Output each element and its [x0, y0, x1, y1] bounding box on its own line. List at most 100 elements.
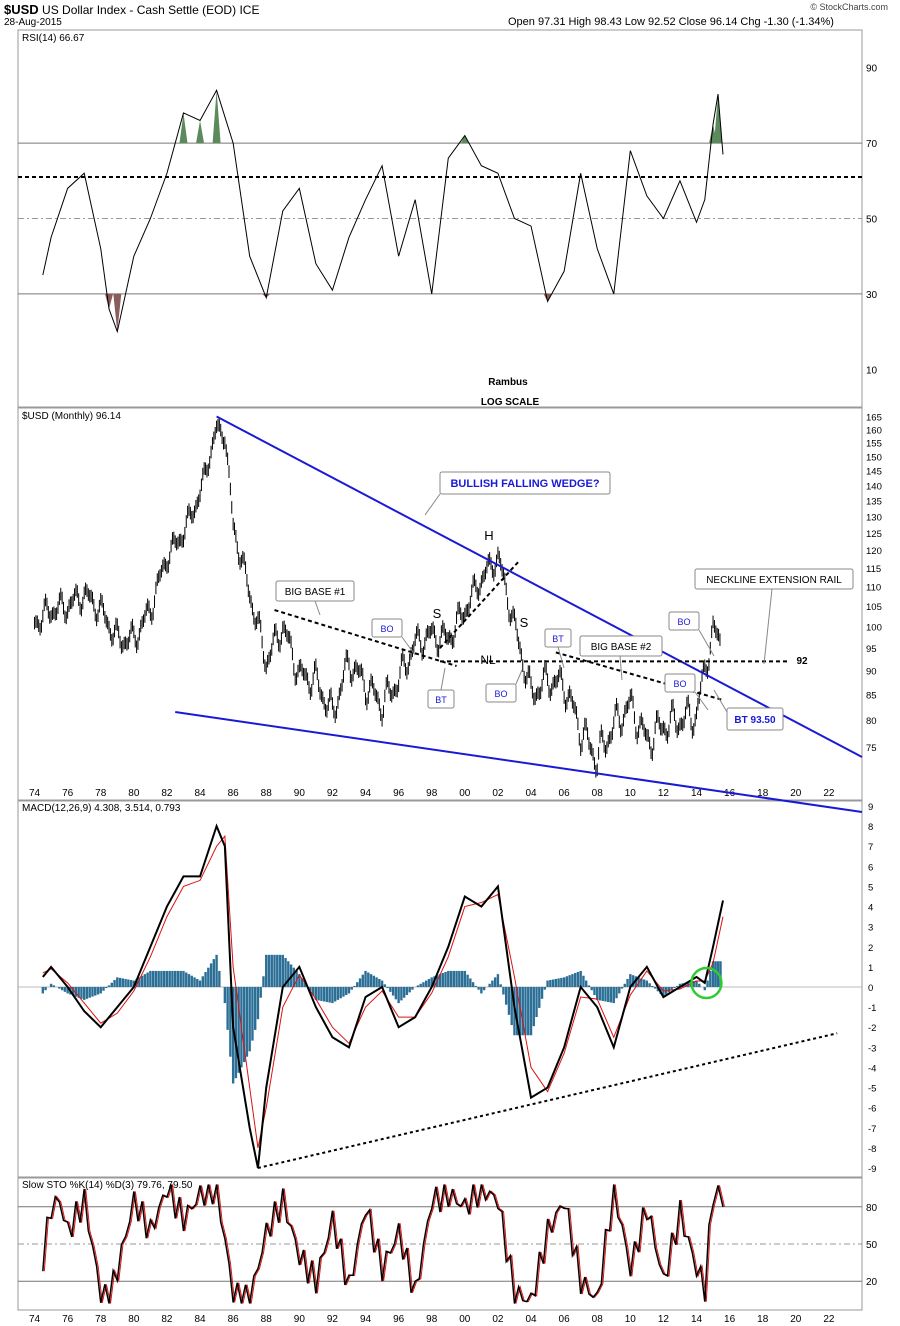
rsi-tick-label: 50	[866, 215, 878, 226]
rsi-overbought-fill	[196, 120, 205, 144]
macd-histogram-bar	[336, 987, 340, 1000]
macd-histogram-bar	[449, 970, 453, 987]
price-tick-label: 125	[866, 529, 882, 540]
macd-histogram-bar	[154, 970, 158, 987]
macd-tick-label: -9	[868, 1164, 876, 1175]
rsi-overbought-fill	[179, 112, 188, 144]
macd-histogram-bar	[554, 978, 558, 987]
macd-histogram-bar	[146, 972, 149, 987]
macd-histogram-bar	[411, 987, 414, 990]
macd-line	[42, 823, 724, 1169]
annotation-big-base-2: BIG BASE #2	[591, 642, 652, 653]
macd-histogram-bar	[88, 987, 91, 998]
callout-pointer	[440, 667, 446, 691]
macd-histogram-bar	[427, 978, 431, 987]
macd-histogram-bar	[499, 984, 502, 987]
macd-histogram-bar	[71, 987, 75, 996]
price-tick-label: 150	[866, 452, 882, 463]
macd-tick-label: -5	[868, 1084, 876, 1095]
macd-histogram-bar	[314, 987, 318, 1000]
price-x-tick-label: 74	[29, 788, 41, 799]
stochastic-tick-label: 50	[866, 1240, 878, 1251]
macd-histogram-bar	[223, 987, 227, 1004]
macd-histogram-bar	[226, 987, 229, 1030]
macd-crossover-circle	[690, 966, 723, 1000]
macd-histogram-bar	[507, 987, 511, 1015]
macd-histogram-bar	[176, 970, 180, 987]
macd-histogram-bar	[568, 975, 571, 987]
macd-histogram-bar	[80, 987, 83, 999]
bottom-x-tick-label: 06	[559, 1314, 571, 1325]
macd-histogram-bar	[609, 987, 613, 1003]
rsi-oversold-fill	[543, 293, 552, 302]
wedge-top-line	[216, 415, 863, 758]
macd-histogram-bar	[52, 985, 56, 987]
macd-tick-label: 1	[868, 963, 873, 974]
macd-histogram-bar	[573, 973, 577, 987]
wedge-bottom-line	[175, 711, 863, 813]
macd-histogram-bar	[447, 970, 450, 987]
macd-histogram-bar	[328, 987, 331, 1003]
stochastic-tick-label: 80	[866, 1203, 878, 1214]
macd-histogram-bar	[419, 983, 422, 987]
bottom-x-tick-label: 74	[29, 1314, 41, 1325]
price-x-tick-label: 90	[294, 788, 306, 799]
macd-histogram-bar	[516, 987, 519, 1036]
macd-histogram-bar	[311, 987, 315, 996]
annotation-level-92: 92	[796, 656, 808, 667]
bottom-x-tick-label: 86	[228, 1314, 240, 1325]
macd-histogram-bar	[196, 978, 199, 987]
macd-histogram-bar	[562, 977, 566, 987]
macd-histogram-bar	[618, 987, 621, 994]
callout-pointer	[401, 636, 416, 656]
rsi-tick-label: 70	[866, 139, 878, 150]
macd-histogram-bar	[96, 987, 100, 995]
bottom-x-tick-label: 84	[194, 1314, 206, 1325]
macd-tick-label: 8	[868, 822, 873, 833]
macd-tick-label: -7	[868, 1124, 876, 1135]
instrument-name: US Dollar Index - Cash Settle (EOD)	[42, 3, 237, 17]
macd-histogram-bar	[452, 970, 455, 987]
bottom-x-tick-label: 78	[95, 1314, 107, 1325]
macd-histogram-bar	[460, 970, 464, 987]
macd-histogram-bar	[369, 974, 373, 987]
macd-histogram-bar	[298, 974, 301, 987]
macd-histogram-bar	[438, 974, 442, 987]
annotation-right-shoulder: S	[520, 615, 529, 630]
macd-histogram-bar	[331, 987, 334, 1004]
macd-histogram-bar	[74, 987, 78, 997]
annotation-bt-9350: BT 93.50	[734, 715, 776, 726]
macd-histogram-bar	[168, 970, 171, 987]
price-tick-label: 80	[866, 716, 877, 727]
macd-tick-label: 6	[868, 862, 873, 873]
macd-histogram-bar	[276, 954, 279, 987]
rsi-tick-label: 30	[866, 290, 878, 301]
macd-histogram-bar	[703, 987, 706, 991]
price-x-tick-label: 18	[757, 788, 769, 799]
macd-histogram-bar	[607, 987, 610, 1003]
macd-histogram-bar	[648, 983, 651, 987]
macd-histogram-bar	[309, 987, 312, 992]
macd-histogram-bar	[347, 987, 351, 994]
rsi-overbought-fill	[212, 90, 221, 144]
bottom-x-tick-label: 04	[525, 1314, 537, 1325]
callout-pointer	[763, 588, 773, 665]
macd-histogram-bar	[262, 976, 265, 987]
macd-histogram-bar	[242, 987, 246, 1063]
price-x-tick-label: 10	[625, 788, 637, 799]
price-tick-label: 110	[866, 583, 881, 594]
macd-histogram-bar	[441, 973, 444, 987]
macd-histogram-bar	[77, 987, 80, 998]
macd-histogram-bar	[105, 987, 108, 989]
macd-histogram-bar	[85, 987, 89, 999]
macd-histogram-bar	[709, 970, 712, 987]
macd-histogram-bar	[201, 976, 204, 987]
macd-histogram-bar	[400, 987, 403, 1001]
macd-histogram-bar	[549, 980, 552, 987]
stochastic-k-line	[42, 1184, 724, 1304]
bottom-x-tick-label: 08	[592, 1314, 604, 1325]
callout-pointer	[698, 629, 715, 657]
macd-histogram-bar	[408, 987, 411, 993]
price-x-tick-label: 92	[327, 788, 339, 799]
annotation-big-base-2-box	[579, 635, 663, 657]
